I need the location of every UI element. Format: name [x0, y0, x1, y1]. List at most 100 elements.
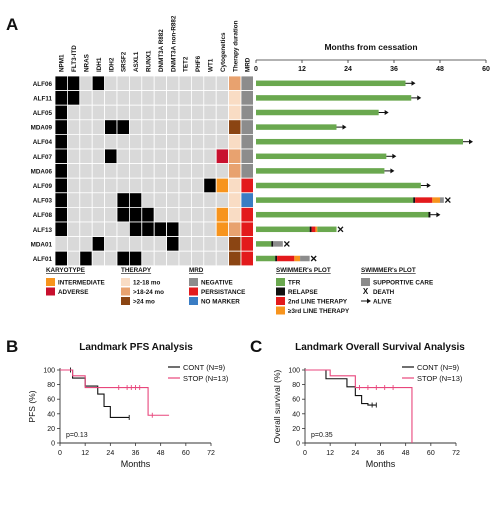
km-legend-label: STOP (N=13) [183, 374, 229, 383]
heatmap-cell [153, 104, 167, 121]
heatmap-cell [153, 250, 167, 267]
patient-label: ALF13 [33, 227, 53, 234]
legend-title: SWIMMER's PLOT [361, 267, 416, 274]
legend-item-label: INTERMEDIATE [58, 280, 105, 287]
swimmer-segment [256, 124, 337, 130]
cytogenetics-cell [215, 104, 229, 121]
cytogenetics-cell [215, 250, 229, 267]
swimmer-segment [256, 138, 463, 145]
heatmap-cell [104, 148, 118, 165]
alive-arrow-head [436, 212, 441, 218]
legend-title: THERAPY [121, 267, 152, 274]
km-x-tick-label: 24 [351, 450, 359, 457]
death-marker [310, 255, 317, 262]
heatmap-cell [104, 75, 118, 92]
cytogenetics-cell [215, 119, 229, 135]
heatmap-cell [116, 250, 130, 267]
km-x-tick-label: 48 [402, 450, 410, 457]
legend-item-label: ALIVE [373, 299, 392, 306]
heatmap-cell [116, 236, 130, 252]
therapy-duration-cell [228, 206, 242, 223]
heatmap-cell [190, 192, 205, 208]
patient-label: ALF09 [33, 183, 53, 190]
km-x-tick-label: 12 [81, 450, 89, 457]
heatmap-cell [178, 104, 192, 121]
km-y-tick-label: 40 [292, 411, 300, 418]
km-y-tick-label: 100 [288, 368, 300, 375]
heatmap-cell [54, 206, 68, 223]
swimmer-segment [311, 226, 316, 233]
heatmap-cell [166, 104, 180, 121]
heatmap-cell [178, 192, 192, 208]
swimmer-segment [309, 226, 312, 233]
heatmap-cell [153, 75, 167, 92]
cytogenetics-cell [215, 163, 229, 179]
heatmap-cell [54, 119, 68, 135]
panel-label-c: C [250, 337, 262, 356]
heatmap-cell [190, 250, 205, 267]
heatmap-cell [128, 192, 143, 208]
swimmer-segment [440, 197, 444, 203]
heatmap-cell [79, 90, 93, 106]
swimmer-segment [428, 211, 431, 218]
heatmap-cell [67, 206, 81, 223]
heatmap-cell [203, 163, 217, 179]
swimmer-segment [300, 255, 310, 262]
heatmap-cell [166, 133, 180, 150]
swimmer-plot: Months from cessation 0 12 24 36 48 60 [254, 42, 490, 262]
km-curve [305, 369, 377, 406]
heatmap-cell [203, 133, 217, 150]
mrd-cell [240, 104, 254, 121]
km-os-chart: Landmark Overall Survival Analysis 0 20 40 6… [272, 342, 465, 469]
patient-label: ALF04 [33, 139, 53, 146]
heatmap-cell [104, 206, 118, 223]
heatmap-cell [153, 133, 167, 150]
km-x-tick-label: 0 [58, 450, 62, 457]
therapy-duration-cell [228, 75, 242, 92]
legend-swatch [361, 278, 370, 286]
heatmap-cell [116, 133, 130, 150]
heatmap-cell [166, 90, 180, 106]
km-x-tick-label: 48 [157, 450, 165, 457]
therapy-duration-cell [228, 177, 242, 194]
heatmap-cell [190, 148, 205, 165]
heatmap-cell [116, 148, 130, 165]
patient-label: MDA06 [31, 168, 53, 175]
heatmap-cell [79, 104, 93, 121]
km-y-tick-label: 20 [292, 426, 300, 433]
heatmap-cell [54, 221, 68, 238]
legend-item-label: PERSISTANCE [201, 289, 245, 296]
heatmap-cell [79, 221, 93, 238]
heatmap-cell [54, 75, 68, 92]
km-pfs-chart: Landmark PFS Analysis 0 20 40 60 80 100 0 12 24 36… [27, 342, 229, 469]
heatmap-cell [91, 133, 105, 150]
gene-label: ASXL1 [133, 51, 140, 72]
heatmap-cell [190, 75, 205, 92]
heatmap-cell [141, 250, 155, 267]
gene-label: IDH2 [108, 57, 115, 72]
therapy-duration-cell [228, 104, 242, 121]
heatmap-cell [79, 163, 93, 179]
annotation-column-label: Cytogenetics [220, 32, 227, 72]
gene-label: FLT3-ITD [71, 45, 78, 72]
mrd-cell [240, 250, 254, 267]
heatmap-cell [67, 177, 81, 194]
heatmap-cell [153, 119, 167, 135]
heatmap-cell [153, 221, 167, 238]
heatmap-cell [104, 119, 118, 135]
legend-item-label: NO MARKER [201, 299, 240, 306]
patient-label: ALF08 [33, 212, 53, 219]
legend-swatch [46, 278, 55, 286]
heatmap-cell [166, 250, 180, 267]
heatmap-cell [67, 236, 81, 252]
legend-swatch [121, 278, 130, 286]
swimmer-segment [256, 109, 379, 116]
alive-arrow-head [426, 183, 431, 188]
km-x-tick-label: 60 [182, 450, 190, 457]
legend-swatch [276, 297, 285, 305]
gene-label: TET2 [183, 56, 190, 72]
heatmap-cell [178, 250, 192, 267]
mrd-cell [240, 236, 254, 252]
km-x-tick-label: 12 [326, 450, 334, 457]
legend-death-icon: X [363, 287, 369, 296]
